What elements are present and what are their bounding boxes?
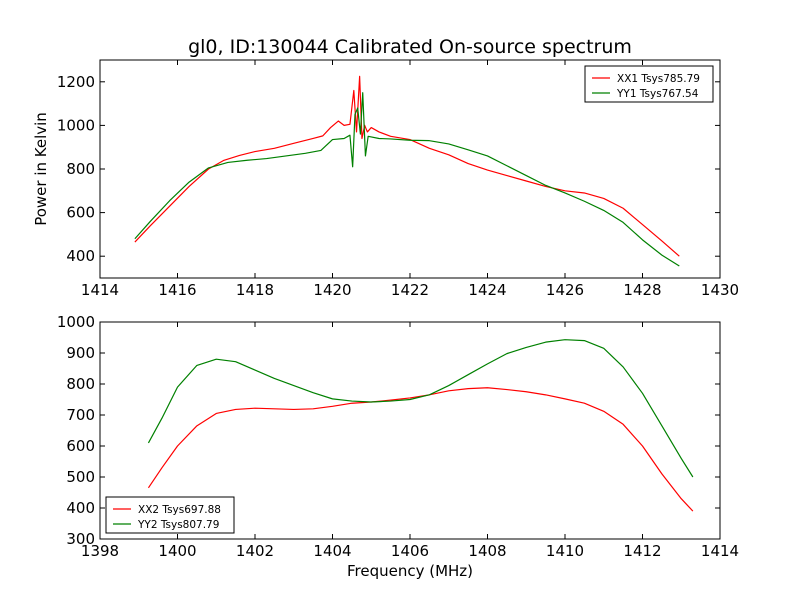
bottom-y-tick-label: 1000 bbox=[57, 313, 95, 331]
top-y-tick-label: 600 bbox=[66, 204, 95, 222]
top-x-tick-label: 1422 bbox=[391, 281, 429, 299]
bottom-x-tick-label: 1412 bbox=[623, 542, 661, 560]
bottom-ticks-group: 1398 1400 1402 1404 1406 1408 1410 1412 1414 300 4… bbox=[57, 313, 739, 560]
bottom-plot-frame bbox=[99, 321, 721, 540]
bottom-x-tick-label: 1400 bbox=[158, 542, 196, 560]
bottom-y-tick-label: 800 bbox=[66, 375, 95, 393]
top-y-axis-label: Power in Kelvin bbox=[32, 112, 50, 226]
top-legend-label-xx1: XX1 Tsys785.79 bbox=[617, 73, 700, 85]
bottom-series-line-0 bbox=[147, 387, 694, 512]
top-x-tick-label: 1414 bbox=[81, 281, 119, 299]
bottom-subplot: Frequency (MHz) 1398 1400 1402 1404 1406 1408… bbox=[57, 313, 739, 580]
top-series-line-1 bbox=[134, 92, 680, 267]
top-ticks-group: 1414 1416 1418 1420 1422 1424 1426 1428 1430 400 6… bbox=[57, 60, 739, 299]
bottom-x-tick-label: 1406 bbox=[391, 542, 429, 560]
bottom-x-tick-label: 1410 bbox=[546, 542, 584, 560]
top-x-tick-label: 1428 bbox=[623, 281, 661, 299]
top-y-tick-label: 800 bbox=[66, 160, 95, 178]
bottom-series-line-1 bbox=[147, 339, 694, 478]
top-y-tick-label: 1000 bbox=[57, 116, 95, 134]
bottom-y-tick-label: 600 bbox=[66, 437, 95, 455]
bottom-y-tick-label: 400 bbox=[66, 499, 95, 517]
bottom-legend: XX2 Tsys697.88 YY2 Tsys807.79 bbox=[105, 496, 235, 534]
bottom-legend-label-yy2: YY2 Tsys807.79 bbox=[137, 519, 219, 531]
top-legend: XX1 Tsys785.79 YY1 Tsys767.54 bbox=[584, 65, 714, 103]
top-x-tick-label: 1430 bbox=[701, 281, 739, 299]
bottom-legend-box bbox=[105, 496, 235, 534]
top-y-tick-label: 1200 bbox=[57, 73, 95, 91]
top-y-tick-label: 400 bbox=[66, 247, 95, 265]
top-subplot: gl0, ID:130044 Calibrated On-source spec… bbox=[32, 36, 739, 299]
top-x-tick-label: 1420 bbox=[313, 281, 351, 299]
top-x-tick-label: 1426 bbox=[546, 281, 584, 299]
bottom-x-tick-label: 1404 bbox=[313, 542, 351, 560]
bottom-x-tick-label: 1398 bbox=[81, 542, 119, 560]
bottom-x-tick-label: 1408 bbox=[468, 542, 506, 560]
bottom-x-axis-label: Frequency (MHz) bbox=[347, 562, 473, 580]
bottom-x-tick-label: 1402 bbox=[236, 542, 274, 560]
bottom-y-tick-label: 300 bbox=[66, 530, 95, 548]
bottom-series-group bbox=[147, 339, 694, 512]
top-x-tick-label: 1418 bbox=[236, 281, 274, 299]
top-series-group bbox=[134, 75, 680, 267]
bottom-x-tick-label: 1414 bbox=[701, 542, 739, 560]
bottom-legend-label-xx2: XX2 Tsys697.88 bbox=[138, 504, 221, 516]
top-x-tick-label: 1416 bbox=[158, 281, 196, 299]
top-x-tick-label: 1424 bbox=[468, 281, 506, 299]
bottom-y-tick-label: 900 bbox=[66, 344, 95, 362]
top-plot-frame bbox=[99, 59, 721, 279]
bottom-y-tick-label: 500 bbox=[66, 468, 95, 486]
bottom-y-tick-label: 700 bbox=[66, 406, 95, 424]
top-chart-title: gl0, ID:130044 Calibrated On-source spec… bbox=[188, 36, 632, 58]
top-legend-box bbox=[584, 65, 714, 103]
top-legend-label-yy1: YY1 Tsys767.54 bbox=[616, 88, 699, 100]
